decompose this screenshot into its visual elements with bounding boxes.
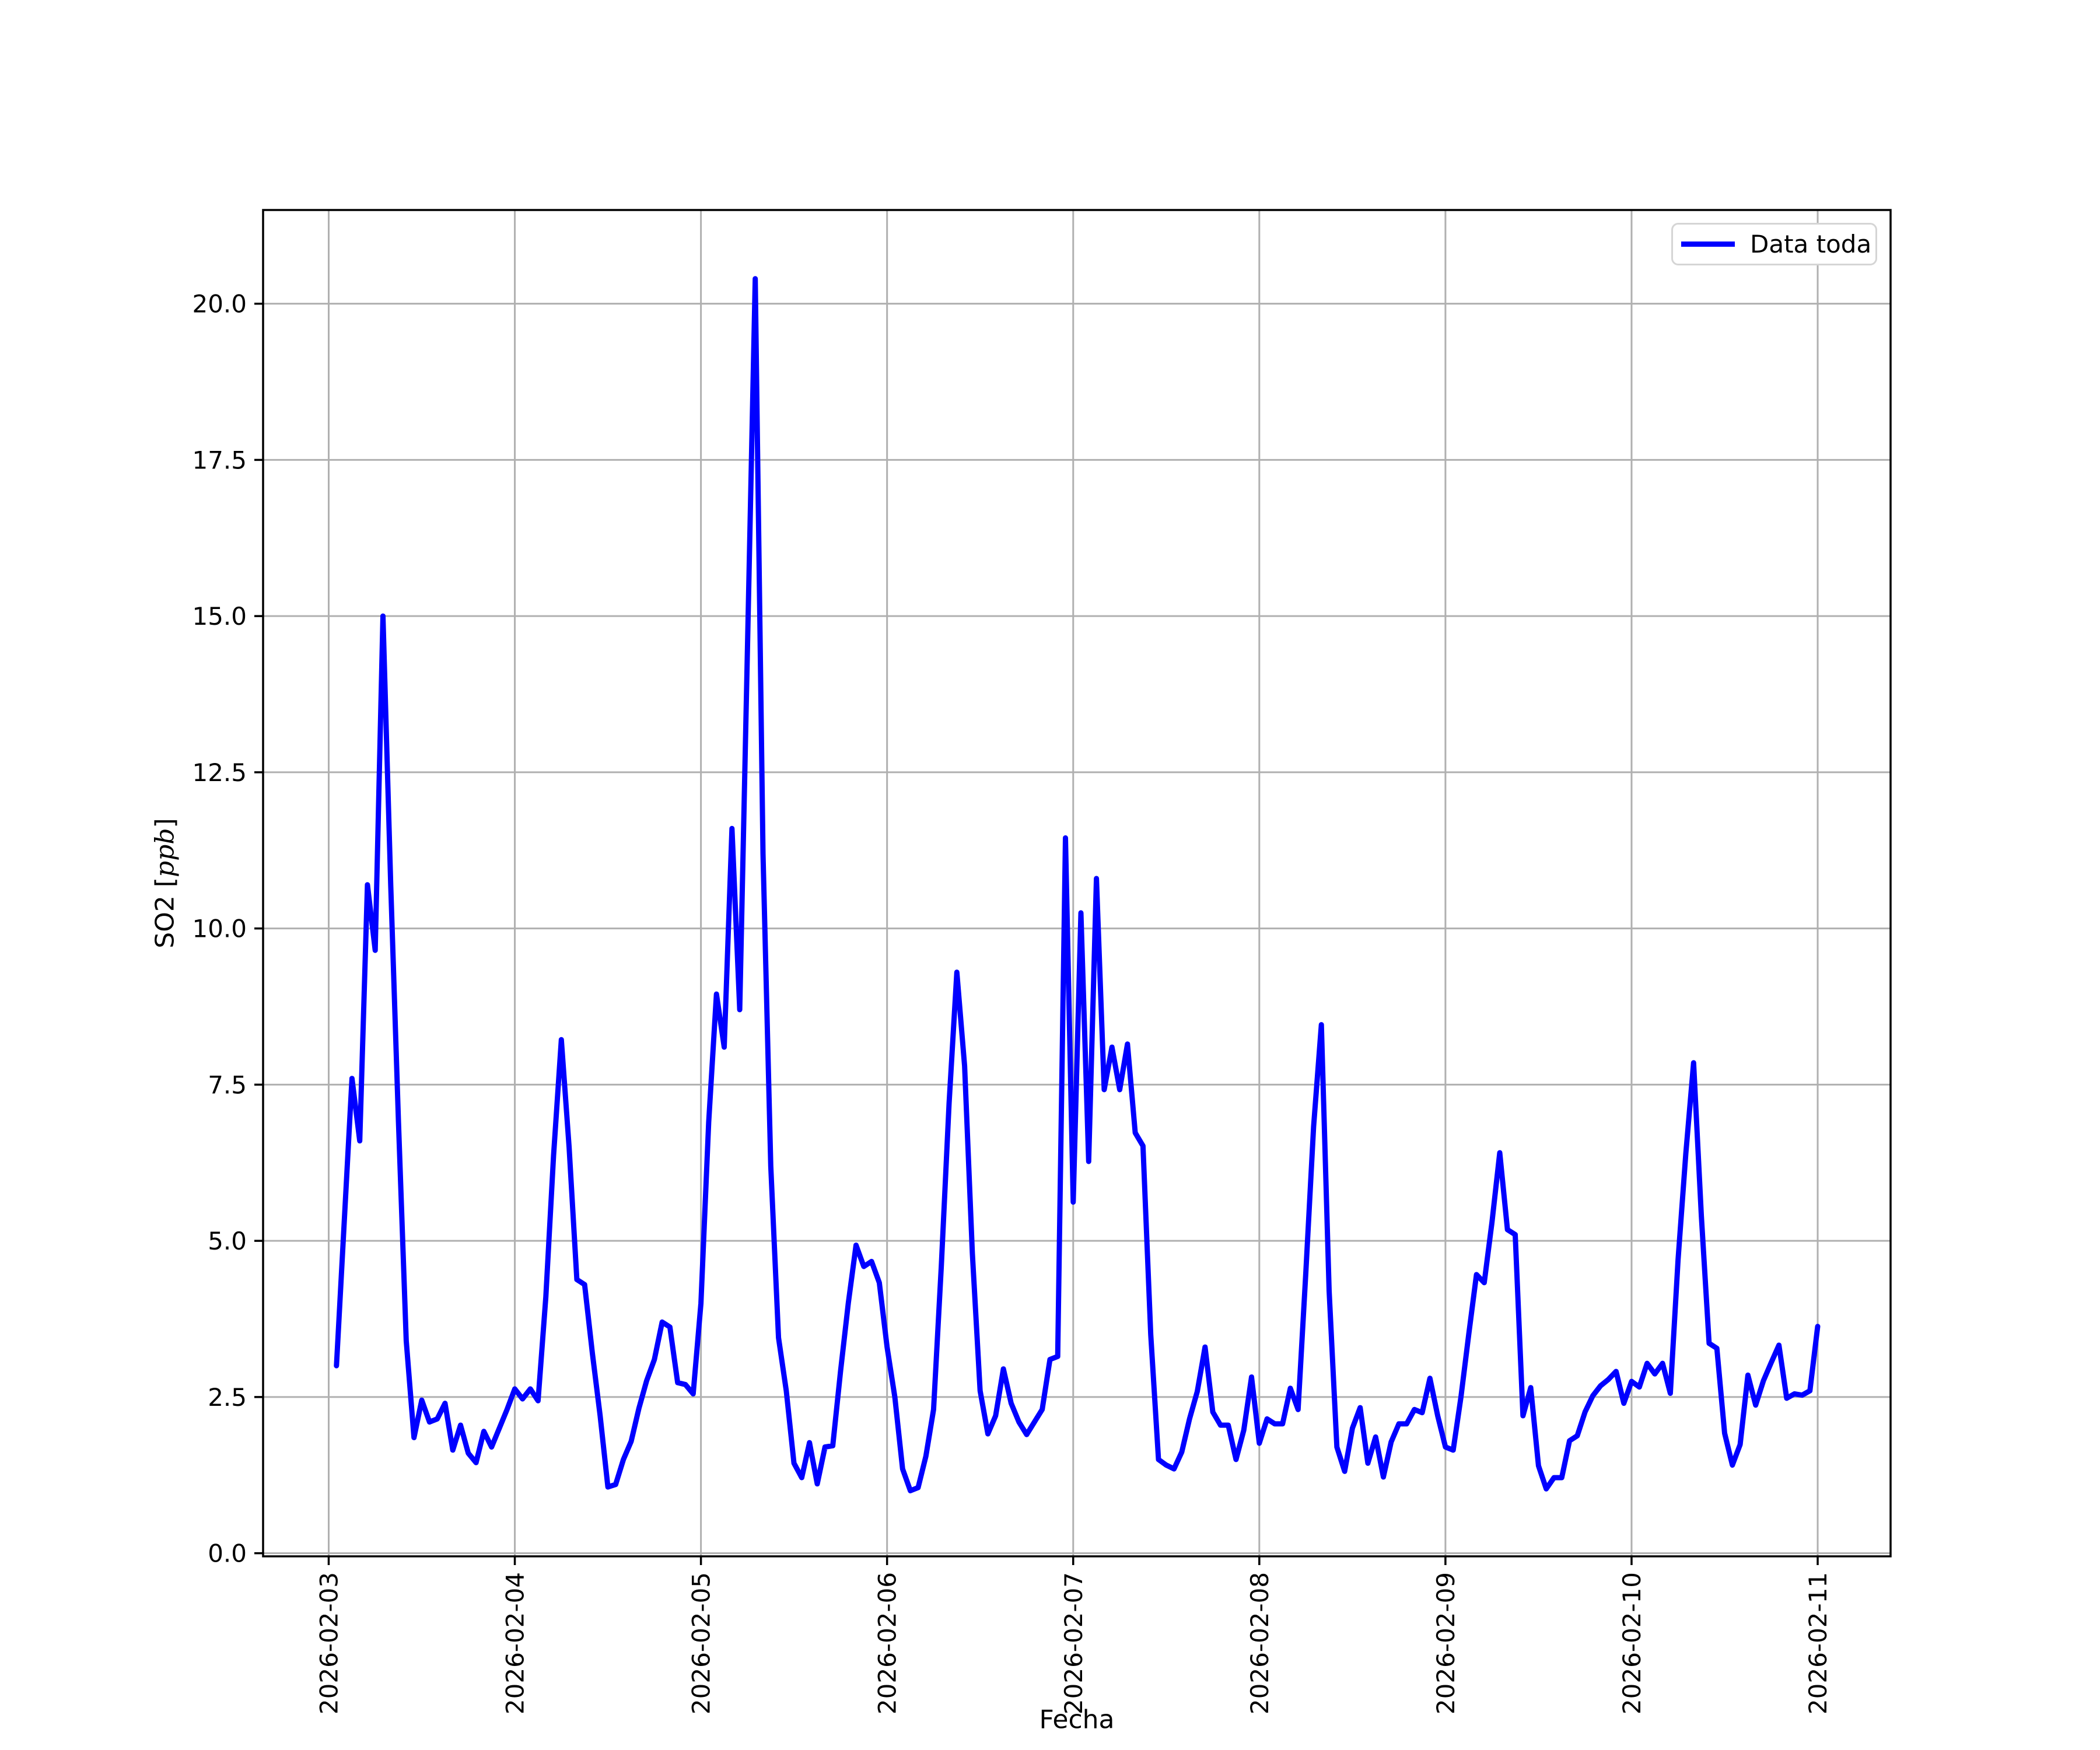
axes-spines [262,209,1892,1558]
y-tick-label: 12.5 [192,758,247,787]
legend-line-sample [1681,242,1735,247]
legend: Data toda [1671,223,1877,265]
y-axis-label-unit: ppb [150,828,180,877]
x-tick-label: 2026-02-09 [1432,1572,1460,1714]
x-tick-label: 2026-02-05 [687,1572,716,1714]
y-tick-label: 2.5 [208,1383,247,1412]
y-axis-label: SO2 [ppb] [150,818,180,948]
y-axis-label-prefix: SO2 [ [150,877,180,949]
y-tick-label: 15.0 [192,602,247,631]
x-axis-label: Fecha [1039,1704,1115,1735]
legend-label: Data toda [1750,230,1872,258]
x-tick-label: 2026-02-07 [1059,1572,1088,1714]
y-tick-label: 20.0 [192,290,247,318]
data-line [334,276,1821,1493]
x-tick-label: 2026-02-06 [873,1572,902,1714]
y-tick-label: 10.0 [192,915,247,943]
y-tick-label: 17.5 [192,446,247,474]
y-tick-label: 7.5 [208,1070,247,1099]
x-tick-label: 2026-02-03 [314,1572,343,1714]
x-tick-label: 2026-02-10 [1618,1572,1646,1714]
y-axis-label-suffix: ] [150,818,180,828]
x-tick-label: 2026-02-11 [1804,1572,1832,1714]
x-tick-label: 2026-02-04 [501,1572,530,1714]
y-tick-label: 0.0 [208,1539,247,1568]
y-tick-label: 5.0 [208,1227,247,1255]
x-tick-label: 2026-02-08 [1245,1572,1274,1714]
